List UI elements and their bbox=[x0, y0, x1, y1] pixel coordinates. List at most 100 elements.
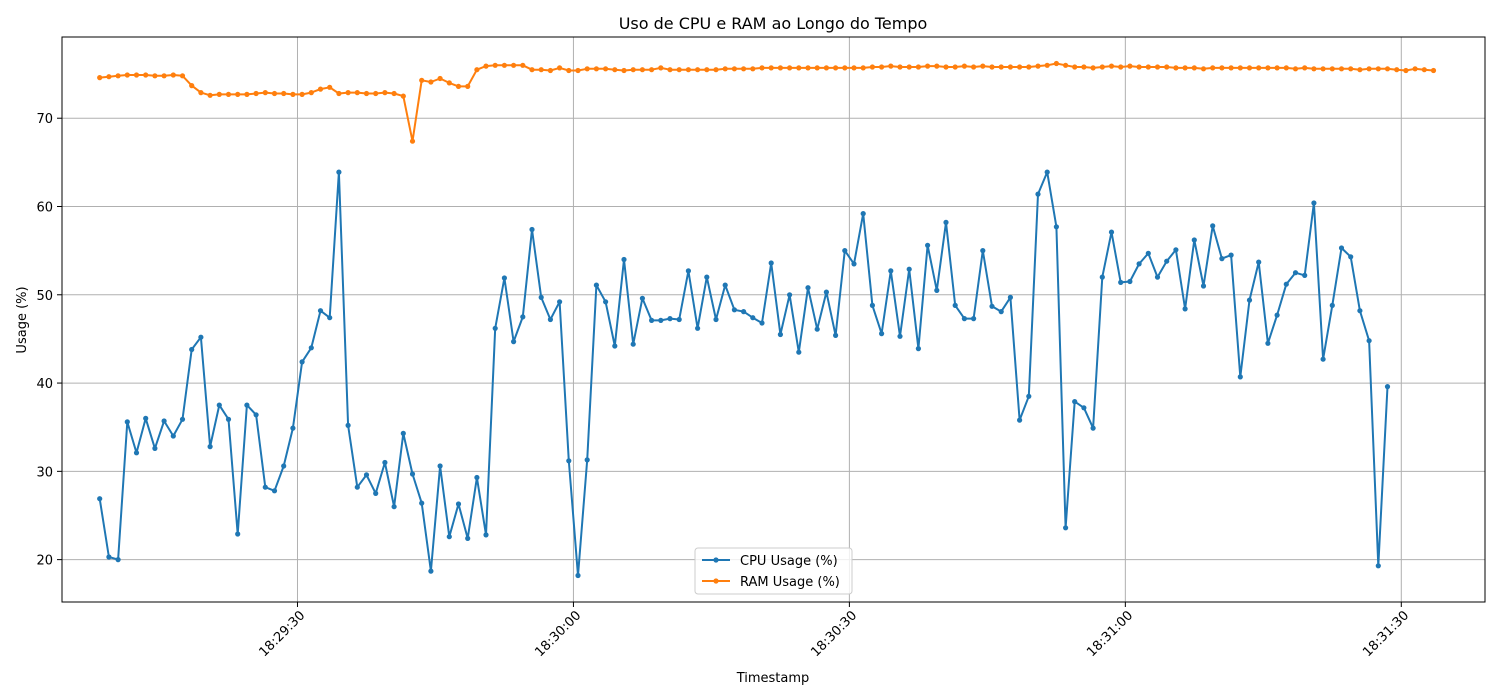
data-point bbox=[216, 402, 222, 408]
data-point bbox=[437, 75, 443, 82]
data-point bbox=[860, 211, 866, 217]
data-point bbox=[897, 333, 903, 339]
data-point bbox=[1246, 297, 1253, 303]
data-point bbox=[989, 303, 995, 309]
data-point bbox=[317, 308, 324, 314]
data-point bbox=[1182, 306, 1188, 312]
data-point bbox=[1274, 312, 1280, 318]
data-point bbox=[271, 90, 278, 97]
data-point bbox=[860, 65, 866, 71]
data-point bbox=[271, 488, 278, 494]
data-point bbox=[1403, 67, 1409, 74]
data-point bbox=[869, 64, 876, 70]
data-point bbox=[971, 316, 977, 322]
data-point bbox=[409, 471, 416, 477]
data-point bbox=[1348, 254, 1354, 260]
data-point bbox=[281, 463, 287, 469]
data-point bbox=[400, 430, 406, 436]
series-cpu bbox=[97, 169, 1391, 579]
legend-label: RAM Usage (%) bbox=[740, 575, 840, 590]
data-point bbox=[704, 67, 710, 73]
data-point bbox=[1127, 63, 1133, 69]
data-point bbox=[1311, 200, 1317, 206]
data-point bbox=[529, 226, 535, 233]
data-point bbox=[768, 260, 774, 266]
data-point bbox=[952, 302, 958, 308]
data-point bbox=[1072, 399, 1078, 405]
data-point bbox=[934, 287, 940, 293]
data-point bbox=[1099, 274, 1105, 280]
data-point bbox=[1007, 294, 1014, 300]
data-point bbox=[474, 474, 480, 481]
data-point bbox=[382, 90, 388, 96]
x-axis-label: Timestamp bbox=[736, 671, 810, 686]
data-point bbox=[290, 91, 296, 97]
data-point bbox=[980, 248, 986, 254]
data-point bbox=[796, 349, 802, 355]
data-point bbox=[731, 307, 738, 313]
data-point bbox=[750, 315, 756, 321]
data-point bbox=[566, 67, 572, 74]
data-point bbox=[879, 331, 885, 337]
data-point bbox=[888, 63, 894, 69]
y-tick-label: 20 bbox=[36, 554, 53, 569]
data-point bbox=[906, 64, 912, 70]
data-point bbox=[575, 572, 581, 579]
data-point bbox=[639, 67, 646, 73]
data-point bbox=[1338, 245, 1345, 251]
data-point bbox=[787, 65, 793, 71]
data-point bbox=[842, 248, 848, 254]
data-point bbox=[833, 332, 839, 338]
data-point bbox=[667, 316, 673, 322]
data-point bbox=[1246, 65, 1253, 71]
data-point bbox=[336, 169, 342, 175]
data-point bbox=[1200, 283, 1207, 289]
data-point bbox=[1044, 169, 1050, 175]
data-point bbox=[1421, 67, 1427, 73]
data-point bbox=[731, 66, 738, 72]
data-point bbox=[1044, 62, 1050, 68]
data-point bbox=[741, 309, 747, 315]
data-point bbox=[814, 326, 820, 332]
data-point bbox=[547, 67, 554, 74]
data-point bbox=[952, 64, 958, 70]
data-point bbox=[1302, 272, 1308, 278]
data-point bbox=[1329, 302, 1335, 308]
data-point bbox=[244, 402, 250, 408]
data-point bbox=[161, 73, 167, 79]
data-point bbox=[1256, 259, 1262, 265]
data-point bbox=[805, 285, 811, 291]
data-point bbox=[658, 65, 664, 71]
data-point bbox=[152, 73, 158, 79]
data-point bbox=[189, 83, 195, 89]
data-point bbox=[759, 65, 765, 71]
data-point bbox=[143, 72, 149, 78]
data-point bbox=[1237, 65, 1243, 71]
data-point bbox=[373, 90, 379, 97]
data-point bbox=[455, 83, 462, 89]
data-point bbox=[1145, 64, 1151, 70]
data-point bbox=[630, 67, 636, 73]
data-point bbox=[428, 568, 434, 574]
data-point bbox=[722, 66, 728, 72]
data-point bbox=[216, 91, 222, 97]
data-point bbox=[1154, 64, 1161, 70]
data-point bbox=[437, 463, 443, 469]
data-point bbox=[373, 490, 379, 496]
legend-marker bbox=[713, 578, 719, 584]
data-point bbox=[1090, 425, 1096, 431]
data-point bbox=[1320, 356, 1326, 362]
data-point bbox=[1164, 64, 1170, 70]
data-point bbox=[400, 93, 406, 99]
data-point bbox=[1292, 270, 1299, 276]
data-point bbox=[446, 534, 452, 540]
data-point bbox=[1283, 281, 1289, 287]
data-point bbox=[685, 67, 692, 73]
data-point bbox=[777, 65, 784, 71]
data-point bbox=[115, 557, 121, 563]
data-point bbox=[750, 66, 756, 72]
series-ram bbox=[97, 60, 1437, 144]
data-point bbox=[1017, 64, 1023, 70]
legend-marker bbox=[713, 557, 719, 563]
